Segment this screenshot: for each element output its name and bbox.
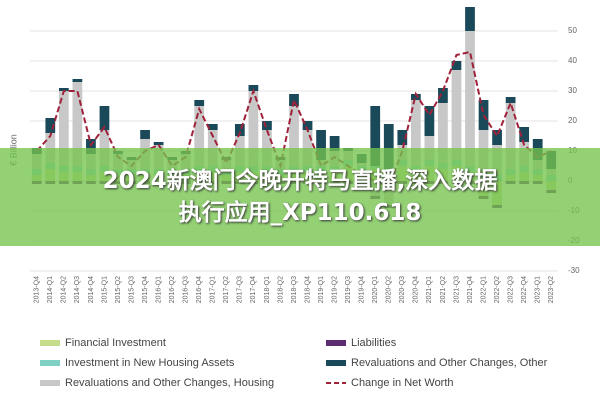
bar-segment [99, 106, 110, 130]
y-tick-label: -30 [568, 266, 580, 275]
legend-swatch [40, 360, 60, 366]
bar-segment [194, 100, 205, 106]
legend-label: Investment in New Housing Assets [65, 357, 235, 369]
bar-segment [410, 94, 421, 100]
legend-label: Revaluations and Other Changes, Other [351, 357, 548, 369]
y-tick-label: 20 [568, 116, 577, 125]
bar-segment [248, 91, 259, 166]
legend-label: Revaluations and Other Changes, Housing [65, 377, 274, 389]
x-tick-label: 2016-Q2 [169, 276, 176, 303]
bar-segment [451, 61, 462, 70]
legend-swatch [40, 380, 60, 386]
bar-segment [329, 136, 340, 151]
x-tick-label: 2015-Q2 [115, 276, 122, 303]
bar-segment [58, 88, 69, 91]
y-tick-label: 50 [568, 26, 577, 35]
x-tick-label: 2017-Q3 [237, 276, 244, 303]
x-tick-label: 2016-Q1 [155, 276, 162, 303]
legend-swatch [40, 340, 60, 346]
bar-segment [289, 106, 299, 166]
bar-segment [302, 121, 313, 130]
x-tick-label: 2015-Q1 [101, 276, 108, 303]
bar-segment [58, 91, 69, 166]
bar-segment [505, 97, 516, 103]
x-tick-label: 2020-Q4 [413, 276, 420, 303]
x-tick-label: 2013-Q4 [34, 276, 41, 303]
bar-segment [505, 103, 516, 169]
x-tick-label: 2021-Q1 [426, 276, 433, 303]
x-tick-label: 2014-Q1 [47, 276, 54, 303]
bar-segment [492, 130, 502, 145]
x-tick-label: 2023-Q2 [548, 276, 555, 303]
banner-text: 执行应用_XP110.618 [178, 200, 422, 226]
x-tick-label: 2022-Q2 [494, 276, 501, 303]
x-tick-label: 2016-Q3 [183, 276, 190, 303]
x-tick-label: 2014-Q2 [61, 276, 68, 303]
legend-label: Financial Investment [65, 337, 166, 349]
bar-segment [370, 106, 381, 166]
x-tick-label: 2020-Q1 [372, 276, 379, 303]
net-worth-line [36, 50, 552, 189]
x-tick-label: 2018-Q1 [264, 276, 271, 303]
bar-segment [438, 103, 448, 163]
x-tick-label: 2017-Q4 [250, 276, 257, 303]
x-tick-label: 2019-Q4 [359, 276, 366, 303]
x-tick-label: 2022-Q3 [507, 276, 514, 303]
x-tick-label: 2021-Q2 [440, 276, 447, 303]
overlay-banner: 2024新澳门今晚开特马直播,深入数据 执行应用_XP110.618 [0, 148, 600, 246]
bar-segment [194, 106, 205, 166]
legend-label: Liabilities [351, 337, 397, 349]
bar-segment [424, 106, 435, 136]
bar-segment [465, 7, 475, 31]
x-tick-label: 2019-Q3 [345, 276, 352, 303]
bar-segment [410, 100, 421, 166]
x-tick-label: 2017-Q2 [223, 276, 230, 303]
x-tick-label: 2022-Q1 [480, 276, 487, 303]
bar-segment [262, 121, 272, 130]
bar-segment [234, 124, 245, 136]
bar-segment [153, 142, 164, 145]
x-tick-label: 2018-Q4 [304, 276, 311, 303]
legend-swatch [326, 340, 346, 346]
y-tick-label: 30 [568, 86, 577, 95]
x-tick-label: 2018-Q2 [277, 276, 284, 303]
bar-segment [316, 130, 326, 160]
bar-segment [438, 88, 448, 103]
bar-segment [383, 124, 394, 169]
bar-segment [451, 70, 462, 160]
x-tick-label: 2017-Q1 [210, 276, 217, 303]
x-tick-label: 2023-Q1 [535, 276, 542, 303]
x-tick-label: 2014-Q3 [74, 276, 81, 303]
x-tick-label: 2018-Q3 [291, 276, 298, 303]
x-tick-label: 2021-Q3 [453, 276, 460, 303]
x-tick-label: 2014-Q4 [88, 276, 95, 303]
x-tick-label: 2020-Q3 [399, 276, 406, 303]
bar-segment [207, 124, 218, 130]
bar-segment [465, 31, 475, 166]
x-tick-label: 2015-Q4 [142, 276, 149, 303]
bar-segment [72, 79, 83, 82]
bar-segment [140, 130, 150, 139]
bar-segment [519, 127, 530, 142]
x-tick-label: 2021-Q4 [467, 276, 474, 303]
x-tick-label: 2016-Q4 [196, 276, 203, 303]
legend-swatch [326, 360, 346, 366]
bar-segment [397, 130, 408, 145]
x-tick-label: 2022-Q4 [521, 276, 528, 303]
x-tick-label: 2019-Q2 [331, 276, 338, 303]
bar-segment [72, 82, 83, 166]
x-tick-label: 2019-Q1 [318, 276, 325, 303]
bar-segment [45, 118, 56, 133]
bar-segment [289, 94, 299, 106]
banner-text: 2024新澳门今晚开特马直播,深入数据 [102, 168, 498, 194]
bar-segment [478, 100, 489, 130]
legend-label: Change in Net Worth [351, 377, 454, 389]
x-tick-label: 2015-Q3 [128, 276, 135, 303]
x-tick-label: 2020-Q2 [386, 276, 393, 303]
y-tick-label: 40 [568, 56, 577, 65]
